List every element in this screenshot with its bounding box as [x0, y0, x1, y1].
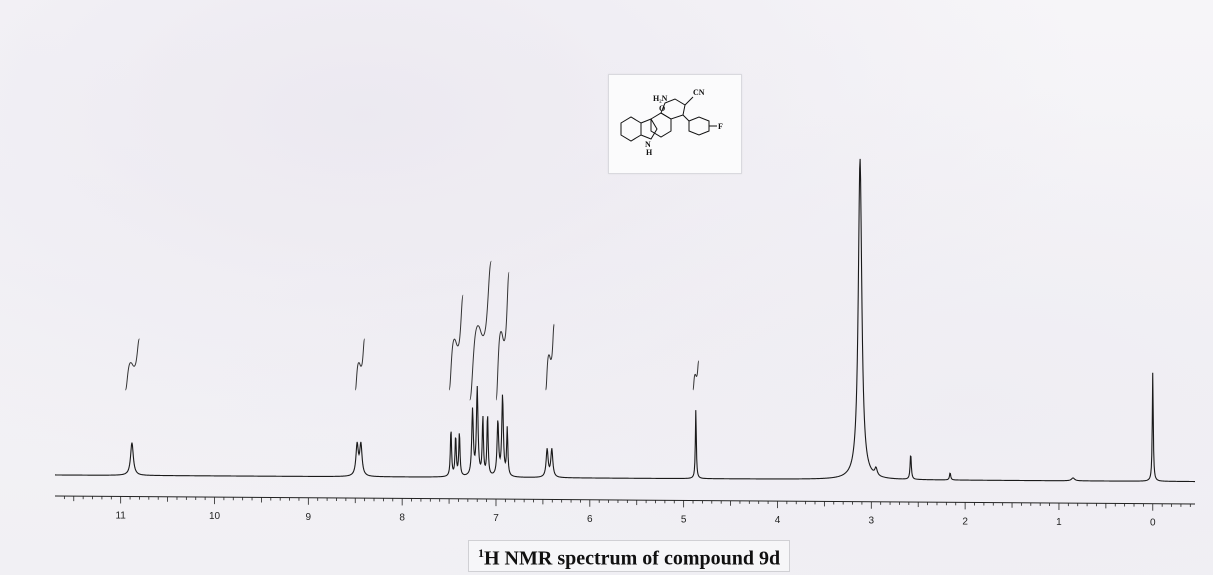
x-axis-ticks: 11 10 9 8 7 6 5 4 3 2 1 0	[63, 496, 1191, 529]
amine-label: H₂N	[653, 94, 668, 103]
x-tick-label: 10	[209, 511, 221, 522]
title-text: H NMR spectrum of compound 9d	[484, 547, 781, 570]
spectrum-trace	[55, 158, 1196, 483]
x-tick-label: 11	[115, 510, 126, 521]
caption-frame	[468, 540, 790, 572]
integral-curve	[354, 338, 366, 391]
x-tick-label: 7	[493, 513, 499, 524]
structure-drawing: H₂N CN O F N H	[620, 88, 723, 157]
molecular-structure-inset: H₂N CN O F N H	[608, 74, 742, 174]
integral-curve	[124, 338, 140, 391]
integral-curve	[545, 323, 555, 391]
fluorophenyl-ring	[688, 116, 710, 136]
x-tick-label: 4	[775, 515, 781, 526]
hydrogen-label: H	[646, 148, 653, 157]
x-tick-label: 3	[869, 516, 875, 527]
x-tick-label: 8	[399, 512, 405, 523]
x-axis-line	[54, 495, 1196, 505]
chart-title: 1H NMR spectrum of compound 9d	[478, 546, 780, 571]
integral-curve	[448, 294, 464, 391]
x-tick-label: 2	[962, 516, 968, 527]
integral-curve	[469, 260, 492, 401]
integral-curve	[692, 360, 700, 391]
x-tick-label: 1	[1056, 517, 1062, 528]
nitrile-label: CN	[693, 88, 705, 97]
x-tick-label: 6	[587, 514, 593, 525]
benzene-ring-left	[620, 116, 642, 142]
pyrrole-ring	[640, 118, 658, 140]
integral-curve	[495, 271, 510, 401]
x-tick-label: 9	[306, 512, 312, 523]
fluorine-label: F	[718, 122, 723, 131]
integral-curves	[124, 260, 700, 401]
x-tick-label: 5	[681, 514, 687, 525]
oxygen-label: O	[659, 104, 665, 113]
title-superscript: 1	[478, 546, 484, 560]
x-tick-label: 0	[1150, 518, 1156, 529]
nitrogen-label: N	[645, 140, 651, 149]
